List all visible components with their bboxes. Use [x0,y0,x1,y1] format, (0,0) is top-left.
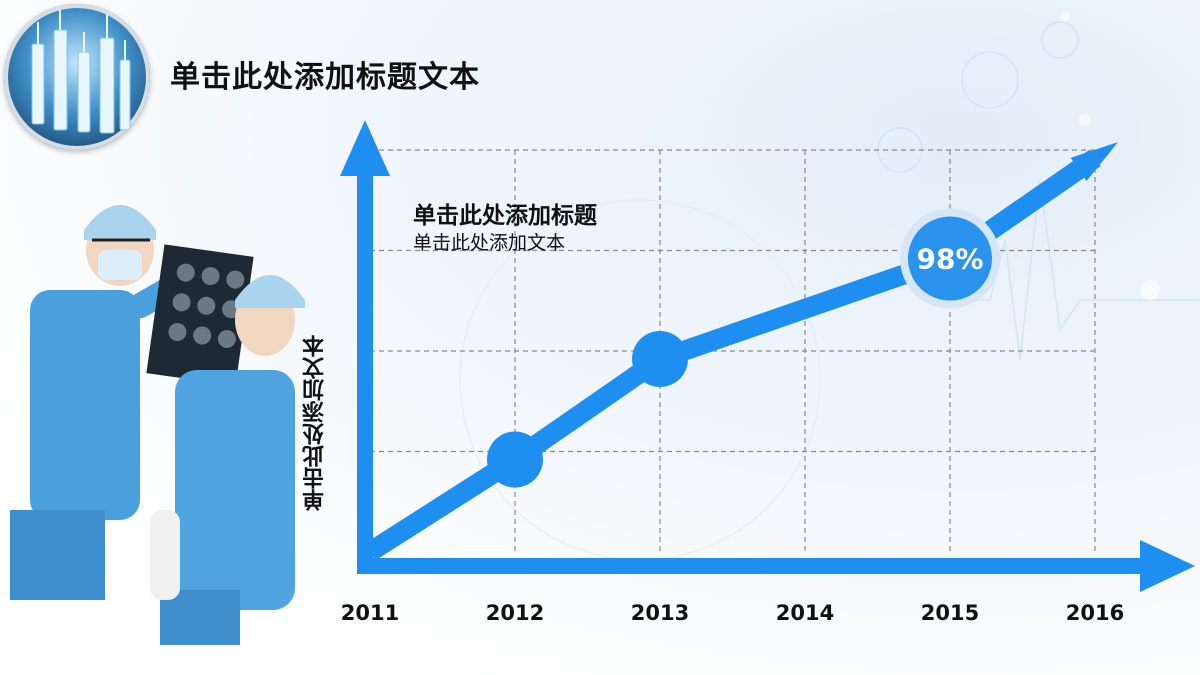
x-tick-label: 2012 [486,601,544,625]
doctors-photo [10,205,305,645]
syringe-icon [31,10,131,134]
x-tick-label: 2016 [1066,601,1124,625]
syringe-logo-image [4,4,150,150]
doctor-right [150,275,305,645]
data-point-marker [632,331,688,388]
x-tick-label: 2014 [776,601,834,625]
x-tick-label: 2015 [921,601,979,625]
x-tick-labels: 2011 2012 2013 2014 2015 2016 [341,601,1124,625]
chart-annotation[interactable]: 单击此处添加文本 [413,232,566,254]
highlight-label: 98% [916,243,983,276]
x-axis-line [357,558,1157,574]
chart-series [364,142,1119,561]
highlight-badge: 98% [900,208,1000,309]
data-point-marker [487,431,543,488]
chart-axes [340,120,1195,592]
y-axis-line [357,172,373,574]
chart-subtitle[interactable]: 单击此处添加标题 [413,203,597,229]
doctor-left [10,205,186,600]
x-tick-label: 2013 [631,601,689,625]
y-axis-arrow [340,120,390,176]
x-tick-label: 2011 [341,601,399,625]
xray-film [146,244,254,386]
highlight-disc [908,216,992,301]
series-arrow-head [1070,142,1119,181]
x-axis-arrow [1140,540,1195,592]
slide-title[interactable]: 单击此处添加标题文本 [170,60,480,95]
